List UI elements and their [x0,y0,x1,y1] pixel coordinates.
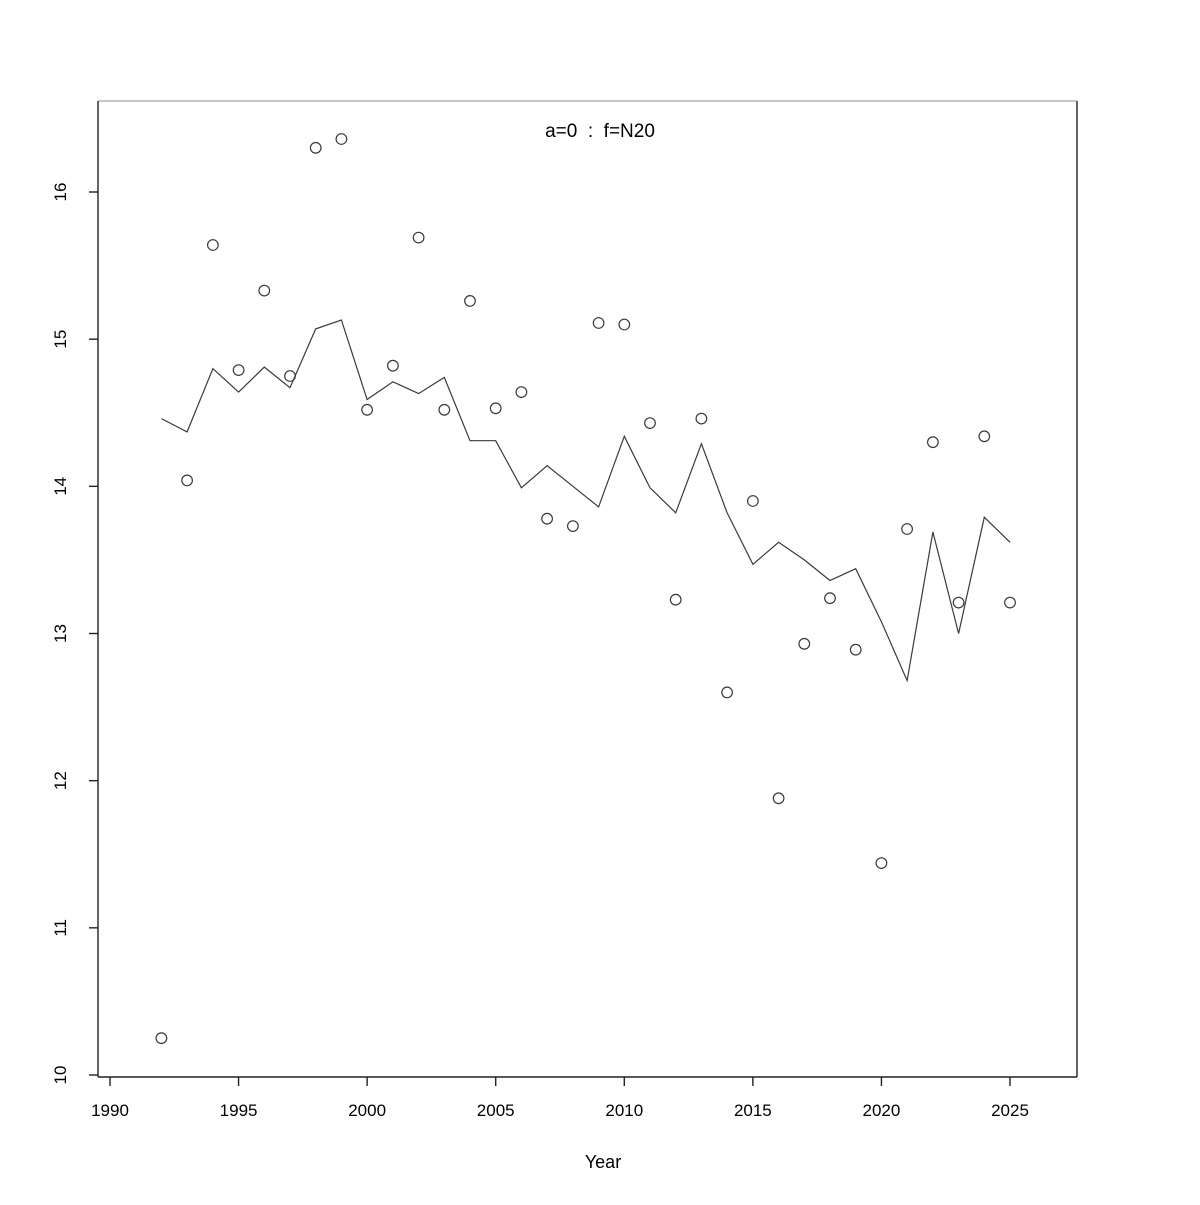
data-point [181,474,194,487]
data-point [747,495,759,507]
x-tick-label: 2020 [863,1101,901,1120]
data-point [387,359,399,372]
y-tick-label: 16 [51,183,70,202]
y-tick-label: 14 [51,477,70,496]
data-point [284,370,296,382]
data-point [927,436,939,449]
data-point [489,402,502,415]
fitted-line-path [161,319,1011,683]
y-axis: 10 11 12 13 14 15 16 [51,183,98,1085]
data-point [592,317,605,329]
y-tick-label: 11 [51,919,70,937]
data-point [1004,596,1016,609]
plot-border [97,100,1078,1078]
x-tick-label: 1990 [91,1101,129,1120]
data-point [515,386,528,399]
data-point [258,284,271,297]
data-point [412,231,425,244]
y-tick-label: 13 [51,624,70,643]
data-point [644,417,656,430]
data-point [772,792,785,805]
x-tick-label: 2010 [605,1101,643,1120]
chart-title: a=0 : f=N20 [545,121,655,142]
data-point [798,637,811,650]
data-point [875,857,888,869]
data-point [824,592,836,605]
data-point [567,520,579,532]
y-tick-label: 15 [51,330,70,349]
data-point [232,364,245,377]
data-point [541,512,553,525]
fitted-line-series [161,319,1011,683]
data-point [695,412,708,425]
data-point [335,133,348,145]
data-point [464,295,476,307]
data-point [309,141,322,154]
x-tick-label: 1995 [220,1101,258,1120]
data-point [849,643,862,656]
data-point [901,523,913,535]
x-tick-label: 2000 [348,1101,386,1120]
data-point [978,430,991,443]
x-tick-label: 2025 [991,1101,1029,1120]
data-point [438,403,451,416]
data-point [155,1032,168,1045]
data-point [952,596,965,609]
x-tick-label: 2005 [477,1101,515,1120]
data-point [721,686,733,699]
y-tick-label: 10 [51,1066,70,1085]
x-tick-label: 2015 [734,1101,772,1120]
data-point [206,239,219,251]
data-point [361,403,374,416]
data-point [669,593,682,606]
x-axis: 1990 1995 2000 2005 2010 2015 2020 2025 [91,1077,1029,1120]
observed-points-series [155,133,1016,1045]
y-tick-label: 12 [51,771,70,790]
data-point [618,318,631,331]
x-axis-title: Year [585,1152,621,1172]
